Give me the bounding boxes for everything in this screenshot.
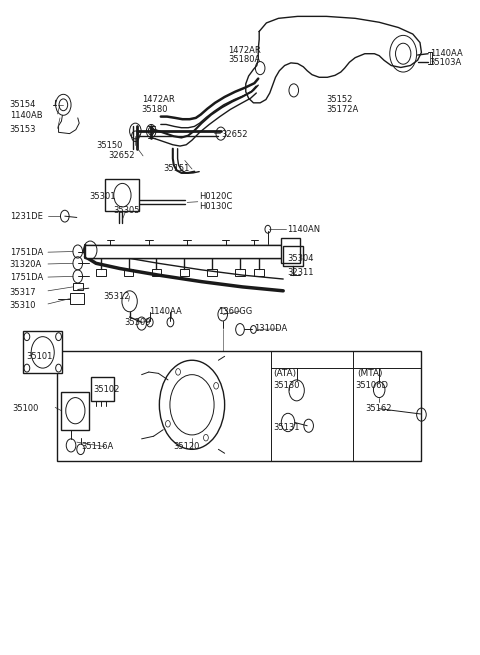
- Bar: [85, 245, 283, 258]
- Bar: [61, 392, 89, 430]
- Text: 1140AA: 1140AA: [149, 307, 181, 316]
- Bar: [23, 331, 62, 373]
- Bar: [105, 179, 139, 211]
- Text: 1140AA: 1140AA: [430, 49, 462, 58]
- Text: (MTA): (MTA): [358, 369, 383, 378]
- Text: 1751DA: 1751DA: [10, 273, 43, 282]
- Text: 1472AR
35180: 1472AR 35180: [142, 96, 174, 114]
- Bar: [91, 377, 114, 401]
- Text: 1140AN: 1140AN: [287, 225, 320, 234]
- Polygon shape: [246, 16, 421, 103]
- Bar: [57, 351, 421, 461]
- Text: 1472AR
35180A: 1472AR 35180A: [228, 46, 261, 64]
- Text: 35312: 35312: [103, 292, 130, 301]
- Text: 35154: 35154: [10, 100, 36, 109]
- Text: 1751DA: 1751DA: [10, 248, 43, 257]
- Text: 35153: 35153: [10, 125, 36, 134]
- Text: 35162: 35162: [366, 404, 392, 413]
- Bar: [254, 269, 264, 276]
- Bar: [207, 269, 217, 276]
- Text: 1140AB: 1140AB: [10, 111, 42, 120]
- Text: 35116A: 35116A: [82, 442, 114, 451]
- Text: 32311: 32311: [287, 268, 313, 277]
- Bar: [96, 269, 106, 276]
- Text: 32652: 32652: [221, 130, 247, 139]
- Text: 35120: 35120: [173, 442, 199, 451]
- Text: 31320A: 31320A: [10, 260, 42, 269]
- Bar: [70, 293, 84, 304]
- Text: H0120C
H0130C: H0120C H0130C: [199, 193, 233, 211]
- Text: 1360GG: 1360GG: [218, 307, 252, 316]
- Text: 35151: 35151: [163, 164, 190, 174]
- Bar: [152, 269, 161, 276]
- Text: 35106D: 35106D: [355, 381, 388, 390]
- Text: 35100: 35100: [12, 404, 38, 413]
- Bar: [283, 246, 303, 266]
- Text: (ATA): (ATA): [274, 369, 297, 378]
- Bar: [281, 238, 300, 263]
- Text: 35305: 35305: [113, 206, 139, 215]
- Text: 35130: 35130: [274, 381, 300, 390]
- Text: 35102: 35102: [94, 384, 120, 394]
- Text: 35301: 35301: [89, 192, 115, 201]
- Bar: [73, 283, 83, 290]
- Text: 35310: 35310: [10, 301, 36, 310]
- Text: 35317: 35317: [10, 288, 36, 297]
- Text: 35101: 35101: [26, 352, 53, 361]
- Text: 1231DE: 1231DE: [10, 212, 42, 221]
- Text: 1310DA: 1310DA: [254, 324, 288, 333]
- Text: 32652: 32652: [108, 151, 134, 160]
- Text: 35309: 35309: [124, 318, 150, 328]
- Text: 35152
35172A: 35152 35172A: [326, 96, 359, 114]
- Text: 35131: 35131: [274, 422, 300, 432]
- Bar: [124, 269, 133, 276]
- Bar: [180, 269, 189, 276]
- Text: 35150: 35150: [96, 141, 122, 150]
- Text: 35304: 35304: [287, 253, 313, 263]
- Text: 35103A: 35103A: [430, 58, 462, 67]
- Bar: [235, 269, 245, 276]
